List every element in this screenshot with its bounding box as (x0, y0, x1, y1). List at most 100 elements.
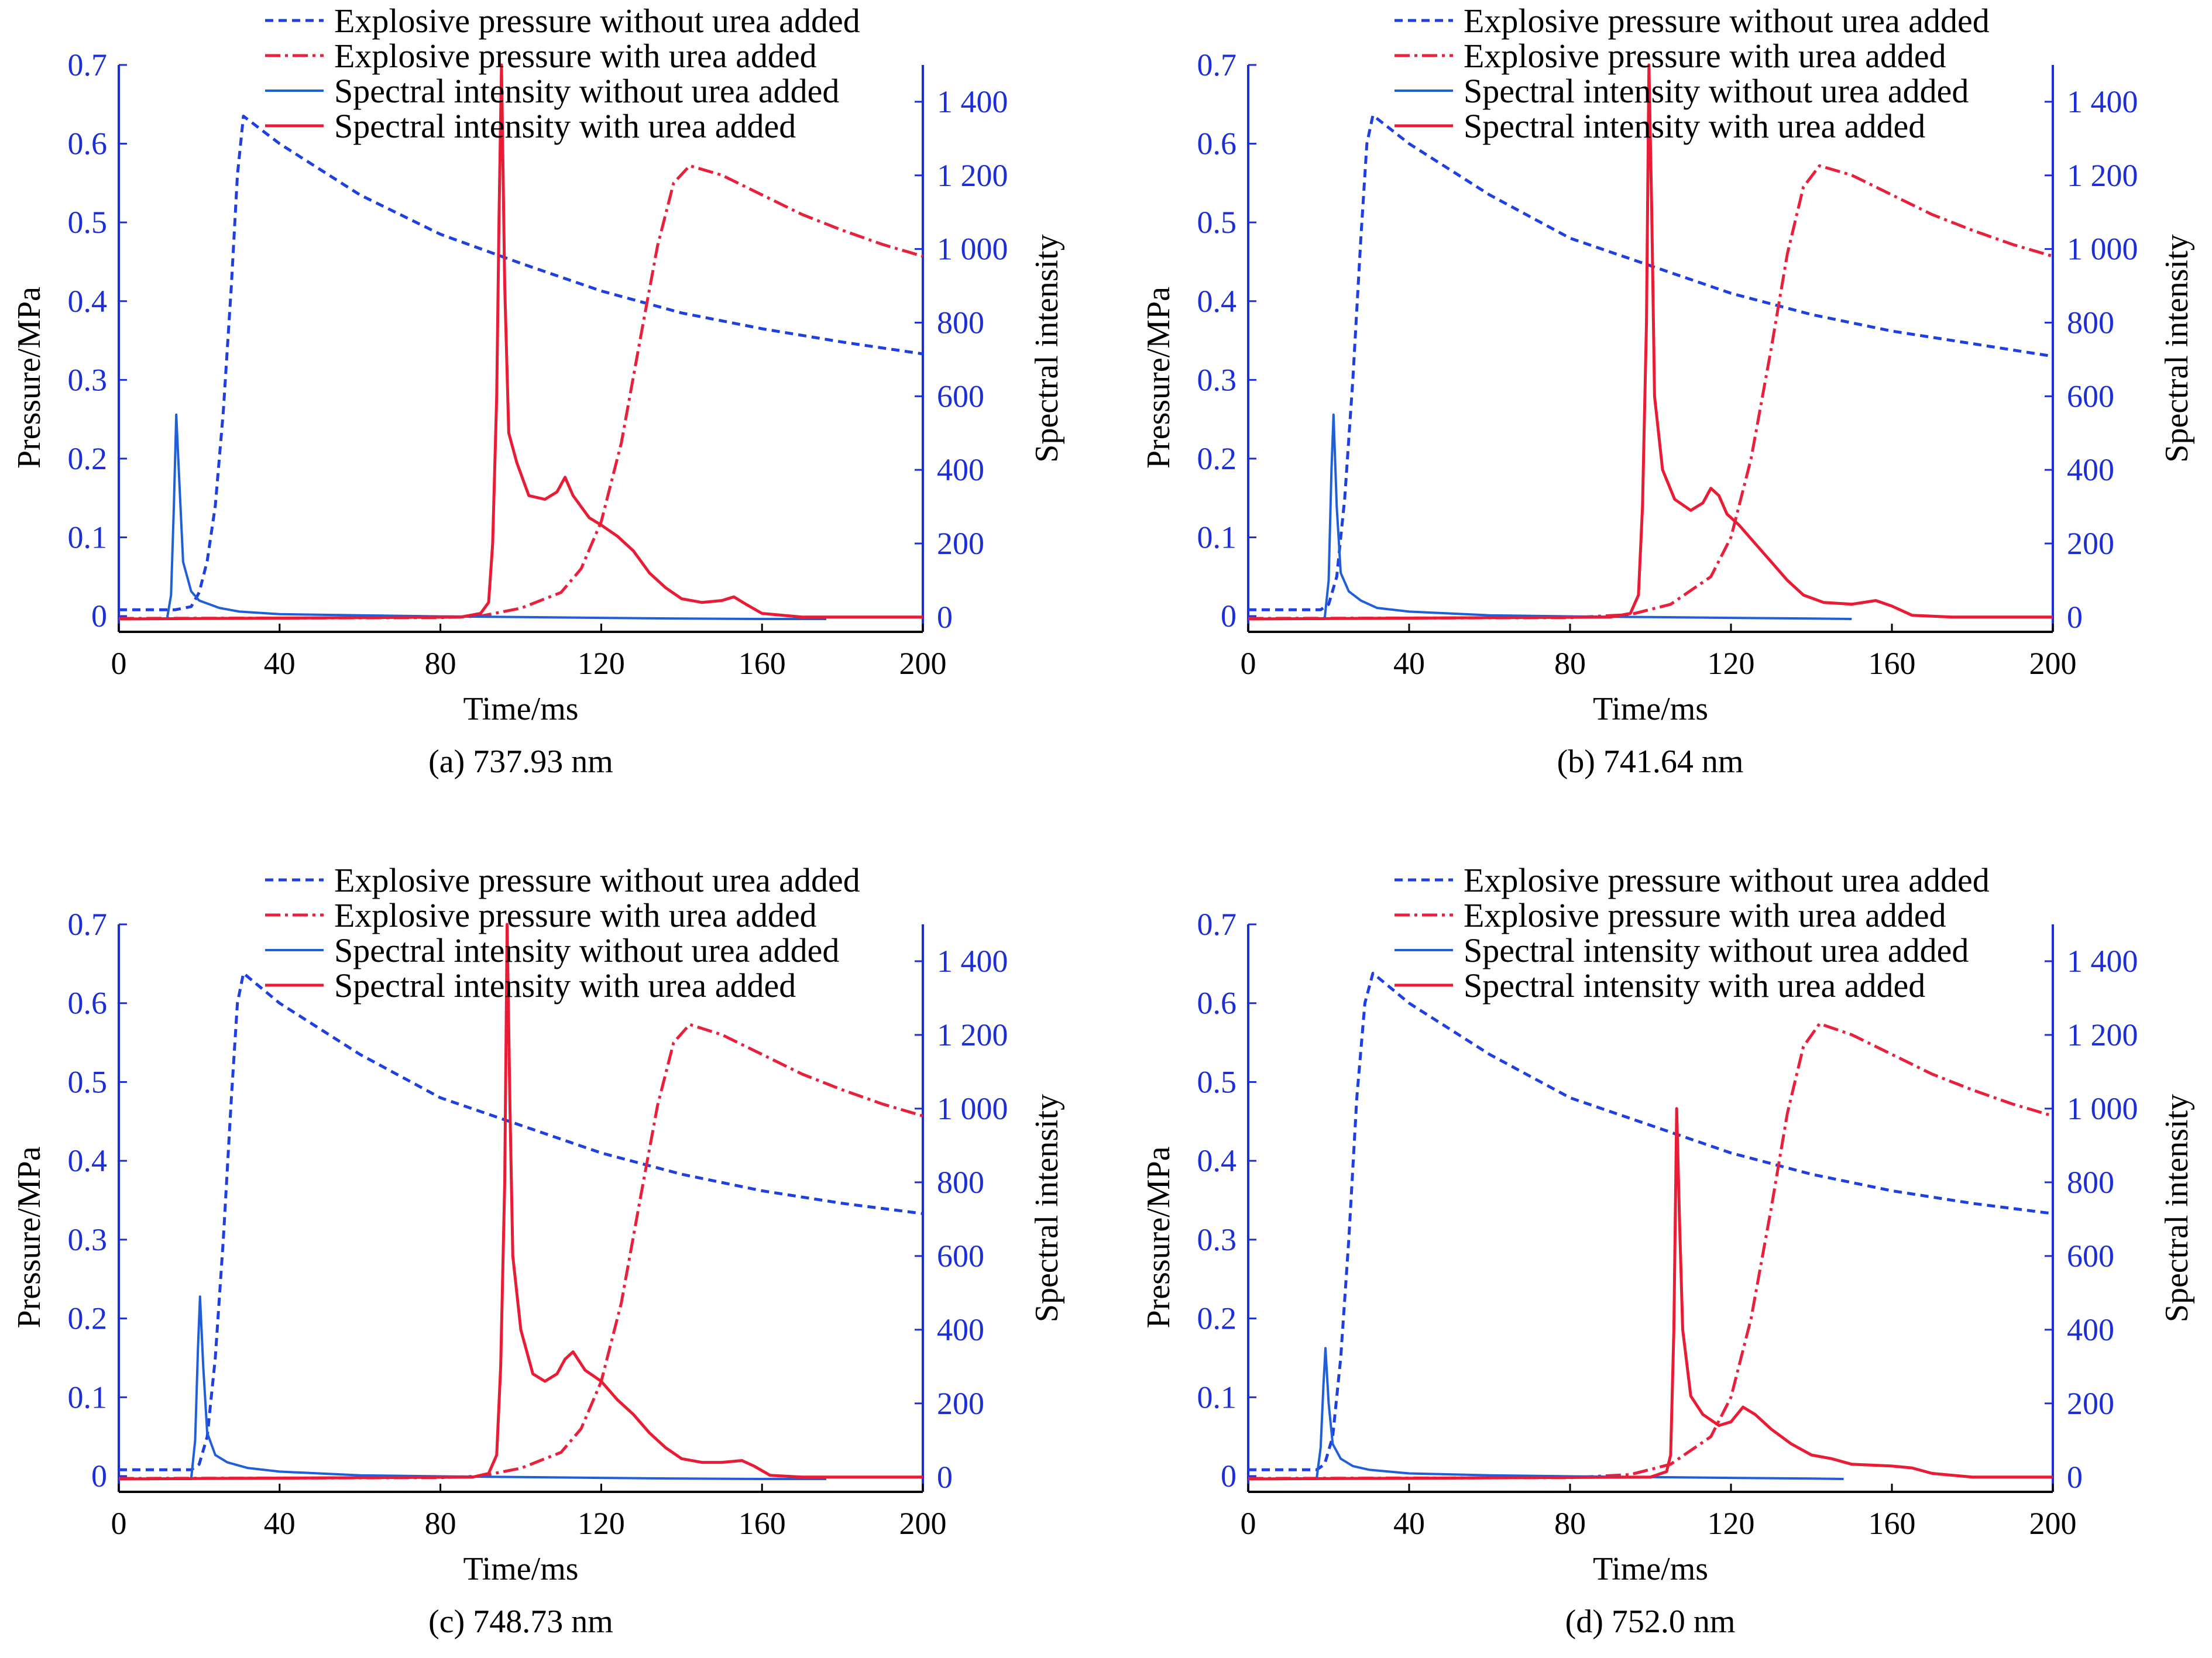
y-tick-label: 0.4 (68, 1143, 108, 1178)
x-tick-label: 0 (1241, 646, 1256, 681)
x-tick-label: 120 (578, 646, 625, 681)
y-tick-label: 0.3 (68, 362, 108, 397)
legend-label-2: Explosive pressure with urea added (1464, 896, 1946, 934)
series-line-1 (1248, 113, 2053, 611)
y-tick-label: 0.2 (68, 441, 108, 476)
y2-tick-label: 800 (937, 305, 984, 340)
series-line-2 (118, 164, 923, 620)
y2-axis-title: Spectral intensity (2159, 1094, 2195, 1322)
y2-tick-label: 0 (2067, 600, 2083, 635)
x-tick-label: 200 (899, 646, 947, 681)
series-line-4 (118, 63, 923, 621)
series-line-3 (1248, 413, 1852, 620)
y2-tick-label: 1 200 (937, 158, 1008, 193)
x-tick-label: 40 (1393, 646, 1425, 681)
y2-tick-label: 1 000 (2067, 232, 2138, 267)
y-tick-label: 0.2 (68, 1301, 108, 1336)
x-tick-label: 120 (1708, 646, 1755, 681)
x-tick-label: 160 (739, 646, 786, 681)
panel-caption: (b) 741.64 nm (1557, 744, 1744, 780)
x-tick-label: 40 (264, 1506, 296, 1541)
legend-label-2: Explosive pressure with urea added (334, 37, 817, 75)
y2-tick-label: 800 (2067, 305, 2114, 340)
series-line-1 (119, 972, 923, 1471)
x-axis-title: Time/ms (1593, 1551, 1708, 1587)
x-tick-label: 80 (425, 1506, 456, 1541)
y2-tick-label: 1 000 (2067, 1091, 2138, 1126)
y2-tick-label: 200 (2067, 526, 2114, 561)
panel-caption: (a) 737.93 nm (428, 744, 613, 780)
y-axis-title: Pressure/MPa (1141, 1146, 1177, 1328)
y-tick-label: 0.7 (1197, 47, 1237, 82)
y2-tick-label: 1 400 (2067, 944, 2138, 979)
x-tick-label: 80 (1554, 646, 1586, 681)
y-tick-label: 0.1 (1197, 520, 1237, 555)
legend-label-4: Spectral intensity with urea added (1464, 966, 1925, 1005)
y2-axis-title: Spectral intensity (2159, 234, 2195, 462)
x-axis-title: Time/ms (463, 691, 578, 727)
x-tick-label: 160 (739, 1506, 786, 1541)
x-tick-label: 200 (2029, 1506, 2077, 1541)
legend-label-4: Spectral intensity with urea added (334, 107, 796, 145)
chart-panel-2: 0 40 80 120 160 200 0 0.1 0.2 0.3 0.4 0.5 0.6 0.7 0 200… (1141, 2, 2195, 780)
y-tick-label: 0.6 (1197, 986, 1237, 1021)
y2-tick-label: 0 (937, 1460, 953, 1495)
x-tick-label: 0 (111, 646, 127, 681)
y2-tick-label: 400 (2067, 452, 2114, 487)
legend-label-1: Explosive pressure without urea added (334, 861, 860, 899)
x-tick-label: 0 (1241, 1506, 1256, 1541)
x-tick-label: 0 (111, 1506, 127, 1541)
legend-label-3: Spectral intensity without urea added (1464, 72, 1969, 110)
series-line-4 (1248, 63, 2053, 621)
series-line-3 (1248, 1347, 1844, 1480)
y2-tick-label: 1 000 (937, 1091, 1008, 1126)
chart-panel-1: 0 40 80 120 160 200 0 0.1 0.2 0.3 0.4 0.5 0.6 0.7 0 200… (11, 2, 1065, 780)
y-tick-label: 0.7 (1197, 907, 1237, 942)
y2-tick-label: 1 200 (937, 1017, 1008, 1052)
legend-label-4: Spectral intensity with urea added (334, 966, 796, 1005)
y-tick-label: 0.1 (68, 520, 108, 555)
x-tick-label: 40 (1393, 1506, 1425, 1541)
y-axis-title: Pressure/MPa (11, 287, 47, 469)
x-tick-label: 120 (578, 1506, 625, 1541)
series-line-4 (1248, 1107, 2053, 1481)
series-line-4 (118, 923, 923, 1481)
y-tick-label: 0 (1221, 598, 1236, 634)
y2-tick-label: 1 200 (2067, 1017, 2138, 1052)
y-tick-label: 0 (91, 598, 107, 634)
panel-caption: (c) 748.73 nm (428, 1604, 613, 1640)
y2-tick-label: 0 (937, 600, 953, 635)
x-tick-label: 120 (1708, 1506, 1755, 1541)
legend-label-3: Spectral intensity without urea added (334, 72, 839, 110)
y-tick-label: 0.7 (68, 47, 108, 82)
y2-tick-label: 800 (937, 1165, 984, 1200)
y2-tick-label: 1 000 (937, 232, 1008, 267)
legend-label-3: Spectral intensity without urea added (334, 931, 839, 969)
series-line-2 (1248, 1022, 2053, 1480)
y-axis-title: Pressure/MPa (11, 1146, 47, 1328)
x-axis-title: Time/ms (463, 1551, 578, 1587)
x-tick-label: 80 (1554, 1506, 1586, 1541)
legend-label-1: Explosive pressure without urea added (334, 2, 860, 40)
chart-panel-3: 0 40 80 120 160 200 0 0.1 0.2 0.3 0.4 0.5 0.6 0.7 0 200… (11, 861, 1065, 1640)
y-tick-label: 0.5 (68, 205, 108, 240)
y-tick-label: 0.4 (68, 284, 108, 319)
y2-tick-label: 400 (2067, 1312, 2114, 1347)
y-tick-label: 0.1 (68, 1380, 108, 1415)
chart-panel-4: 0 40 80 120 160 200 0 0.1 0.2 0.3 0.4 0.5 0.6 0.7 0 200… (1141, 861, 2195, 1640)
y2-tick-label: 600 (937, 1239, 984, 1274)
y2-tick-label: 800 (2067, 1165, 2114, 1200)
y-tick-label: 0 (91, 1459, 107, 1494)
y-tick-label: 0.4 (1197, 1143, 1237, 1178)
panel-caption: (d) 752.0 nm (1565, 1604, 1736, 1640)
y-tick-label: 0.5 (68, 1064, 108, 1099)
y2-tick-label: 600 (2067, 1239, 2114, 1274)
series-line-3 (119, 1295, 827, 1480)
y2-axis-title: Spectral intensity (1029, 1094, 1065, 1322)
y2-tick-label: 600 (2067, 379, 2114, 414)
y2-tick-label: 400 (937, 452, 984, 487)
y-tick-label: 0.2 (1197, 441, 1237, 476)
x-tick-label: 160 (1868, 646, 1916, 681)
y-tick-label: 0.6 (1197, 126, 1237, 161)
legend-label-1: Explosive pressure without urea added (1464, 861, 1990, 899)
